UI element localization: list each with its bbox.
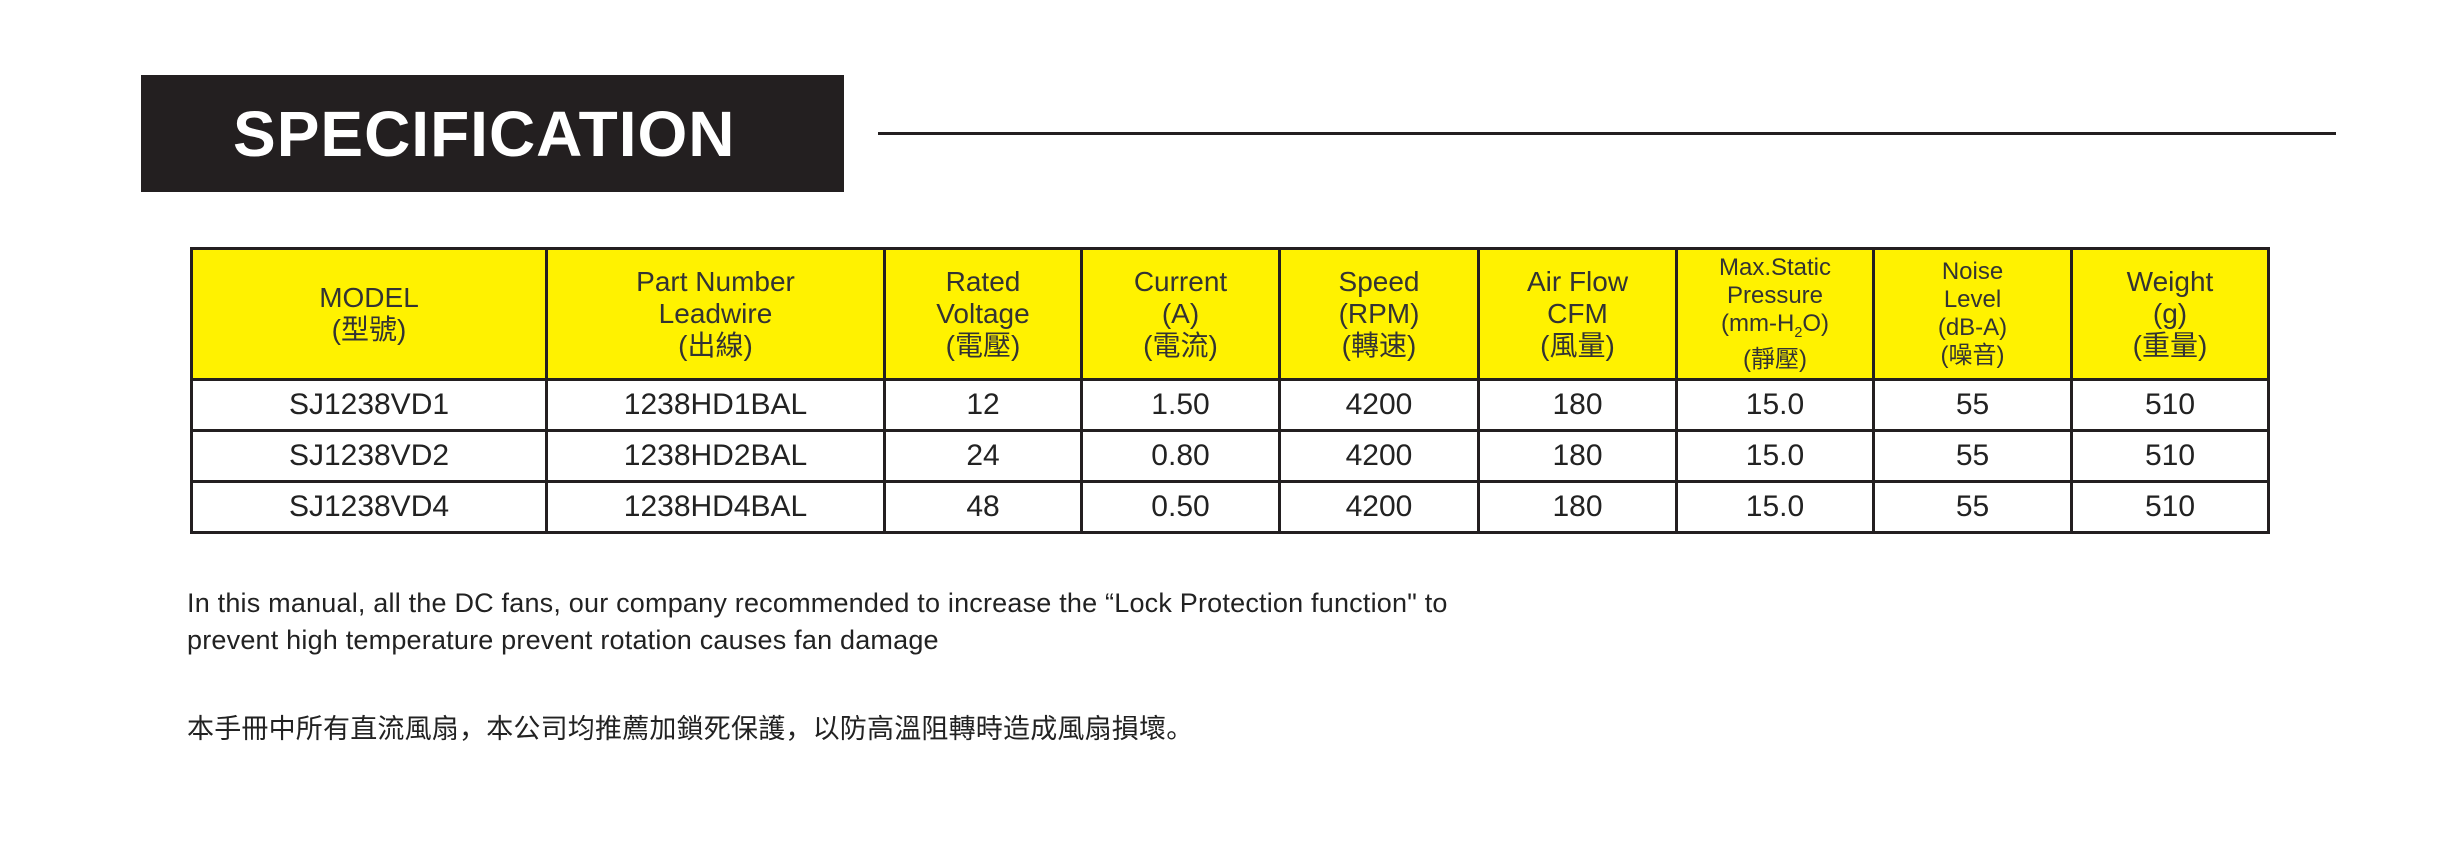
table-cell: 55	[1872, 480, 2073, 534]
header-voltage: Rated Voltage (電壓)	[883, 247, 1083, 381]
table-row: SJ1238VD1 1238HD1BAL 12 1.50 4200 180 15.0 55 51…	[190, 378, 2270, 432]
banner-title: SPECIFICATION	[233, 97, 736, 170]
table-cell: 12	[883, 378, 1083, 432]
table-cell: 510	[2070, 429, 2270, 483]
table-cell: 15.0	[1675, 429, 1875, 483]
table-cell: 1.50	[1080, 378, 1281, 432]
header-part-number: Part Number Leadwire (出線)	[545, 247, 886, 381]
table-cell: SJ1238VD1	[190, 378, 548, 432]
table-cell: 510	[2070, 378, 2270, 432]
table-row: SJ1238VD2 1238HD2BAL 24 0.80 4200 180 15.0 55 51…	[190, 429, 2270, 483]
header-weight: Weight (g) (重量)	[2070, 247, 2270, 381]
note-en-line2: prevent high temperature prevent rotatio…	[187, 625, 939, 655]
spec-table: MODEL (型號) Part Number Leadwire (出線) Rated V…	[190, 247, 2270, 534]
table-cell: 4200	[1278, 480, 1480, 534]
table-cell: 15.0	[1675, 480, 1875, 534]
table-cell: 510	[2070, 480, 2270, 534]
header-airflow: Air Flow CFM (風量)	[1477, 247, 1678, 381]
header-model: MODEL (型號)	[190, 247, 548, 381]
table-cell: SJ1238VD2	[190, 429, 548, 483]
table-cell: 1238HD1BAL	[545, 378, 886, 432]
header-static-pressure: Max.Static Pressure (mm-H2O) (靜壓)	[1675, 247, 1875, 381]
table-cell: 180	[1477, 480, 1678, 534]
table-cell: SJ1238VD4	[190, 480, 548, 534]
header-speed: Speed (RPM) (轉速)	[1278, 247, 1480, 381]
header-noise: Noise Level (dB-A) (噪音)	[1872, 247, 2073, 381]
table-header-row: MODEL (型號) Part Number Leadwire (出線) Rated V…	[190, 247, 2270, 381]
header-current: Current (A) (電流)	[1080, 247, 1281, 381]
table-cell: 1238HD2BAL	[545, 429, 886, 483]
specification-banner: SPECIFICATION	[141, 75, 844, 192]
table-cell: 180	[1477, 429, 1678, 483]
divider-line	[878, 132, 2336, 135]
table-cell: 0.80	[1080, 429, 1281, 483]
table-cell: 4200	[1278, 378, 1480, 432]
note-en-line1: In this manual, all the DC fans, our com…	[187, 588, 1448, 618]
table-cell: 24	[883, 429, 1083, 483]
note-zh: 本手冊中所有直流風扇，本公司均推薦加鎖死保護，以防高溫阻轉時造成風扇損壞。	[187, 714, 1194, 744]
table-cell: 55	[1872, 429, 2073, 483]
table-cell: 15.0	[1675, 378, 1875, 432]
table-cell: 48	[883, 480, 1083, 534]
table-cell: 180	[1477, 378, 1678, 432]
table-cell: 55	[1872, 378, 2073, 432]
table-cell: 1238HD4BAL	[545, 480, 886, 534]
table-cell: 4200	[1278, 429, 1480, 483]
table-cell: 0.50	[1080, 480, 1281, 534]
table-row: SJ1238VD4 1238HD4BAL 48 0.50 4200 180 15.0 55 51…	[190, 480, 2270, 534]
